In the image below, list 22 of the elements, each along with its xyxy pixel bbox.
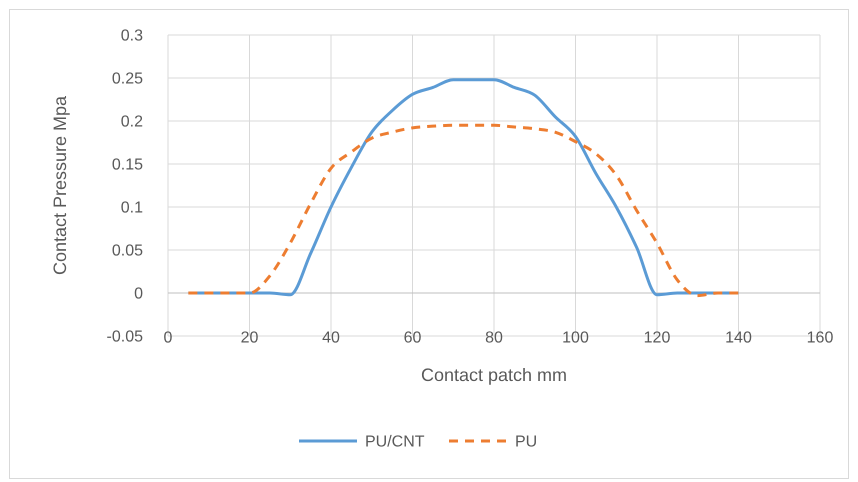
x-tick-label: 20 xyxy=(240,330,258,347)
y-tick-label: 0.15 xyxy=(112,156,144,174)
legend-label: PU/CNT xyxy=(365,434,425,451)
x-tick-label: 0 xyxy=(164,330,173,347)
x-axis-title: Contact patch mm xyxy=(420,365,568,385)
x-tick-label: 120 xyxy=(644,330,670,347)
x-tick-label: 80 xyxy=(485,330,503,347)
y-axis-title: Contact Pressure Mpa xyxy=(50,94,70,276)
x-tick-label: 40 xyxy=(322,330,340,347)
y-tick-label: -0.05 xyxy=(106,328,144,346)
y-tick-label: 0.2 xyxy=(120,114,144,131)
legend-label: PU xyxy=(515,434,538,451)
x-tick-label: 160 xyxy=(806,330,834,347)
x-tick-label: 60 xyxy=(404,330,422,347)
x-tick-label: 140 xyxy=(725,330,752,347)
y-tick-label: 0.3 xyxy=(120,28,144,45)
x-tick-label: 100 xyxy=(562,330,589,347)
y-tick-label: 0 xyxy=(134,286,144,303)
y-tick-label: 0.05 xyxy=(112,242,144,260)
line-series xyxy=(186,124,740,298)
y-tick-label: 0.25 xyxy=(112,70,144,88)
y-tick-label: 0.1 xyxy=(120,200,144,217)
